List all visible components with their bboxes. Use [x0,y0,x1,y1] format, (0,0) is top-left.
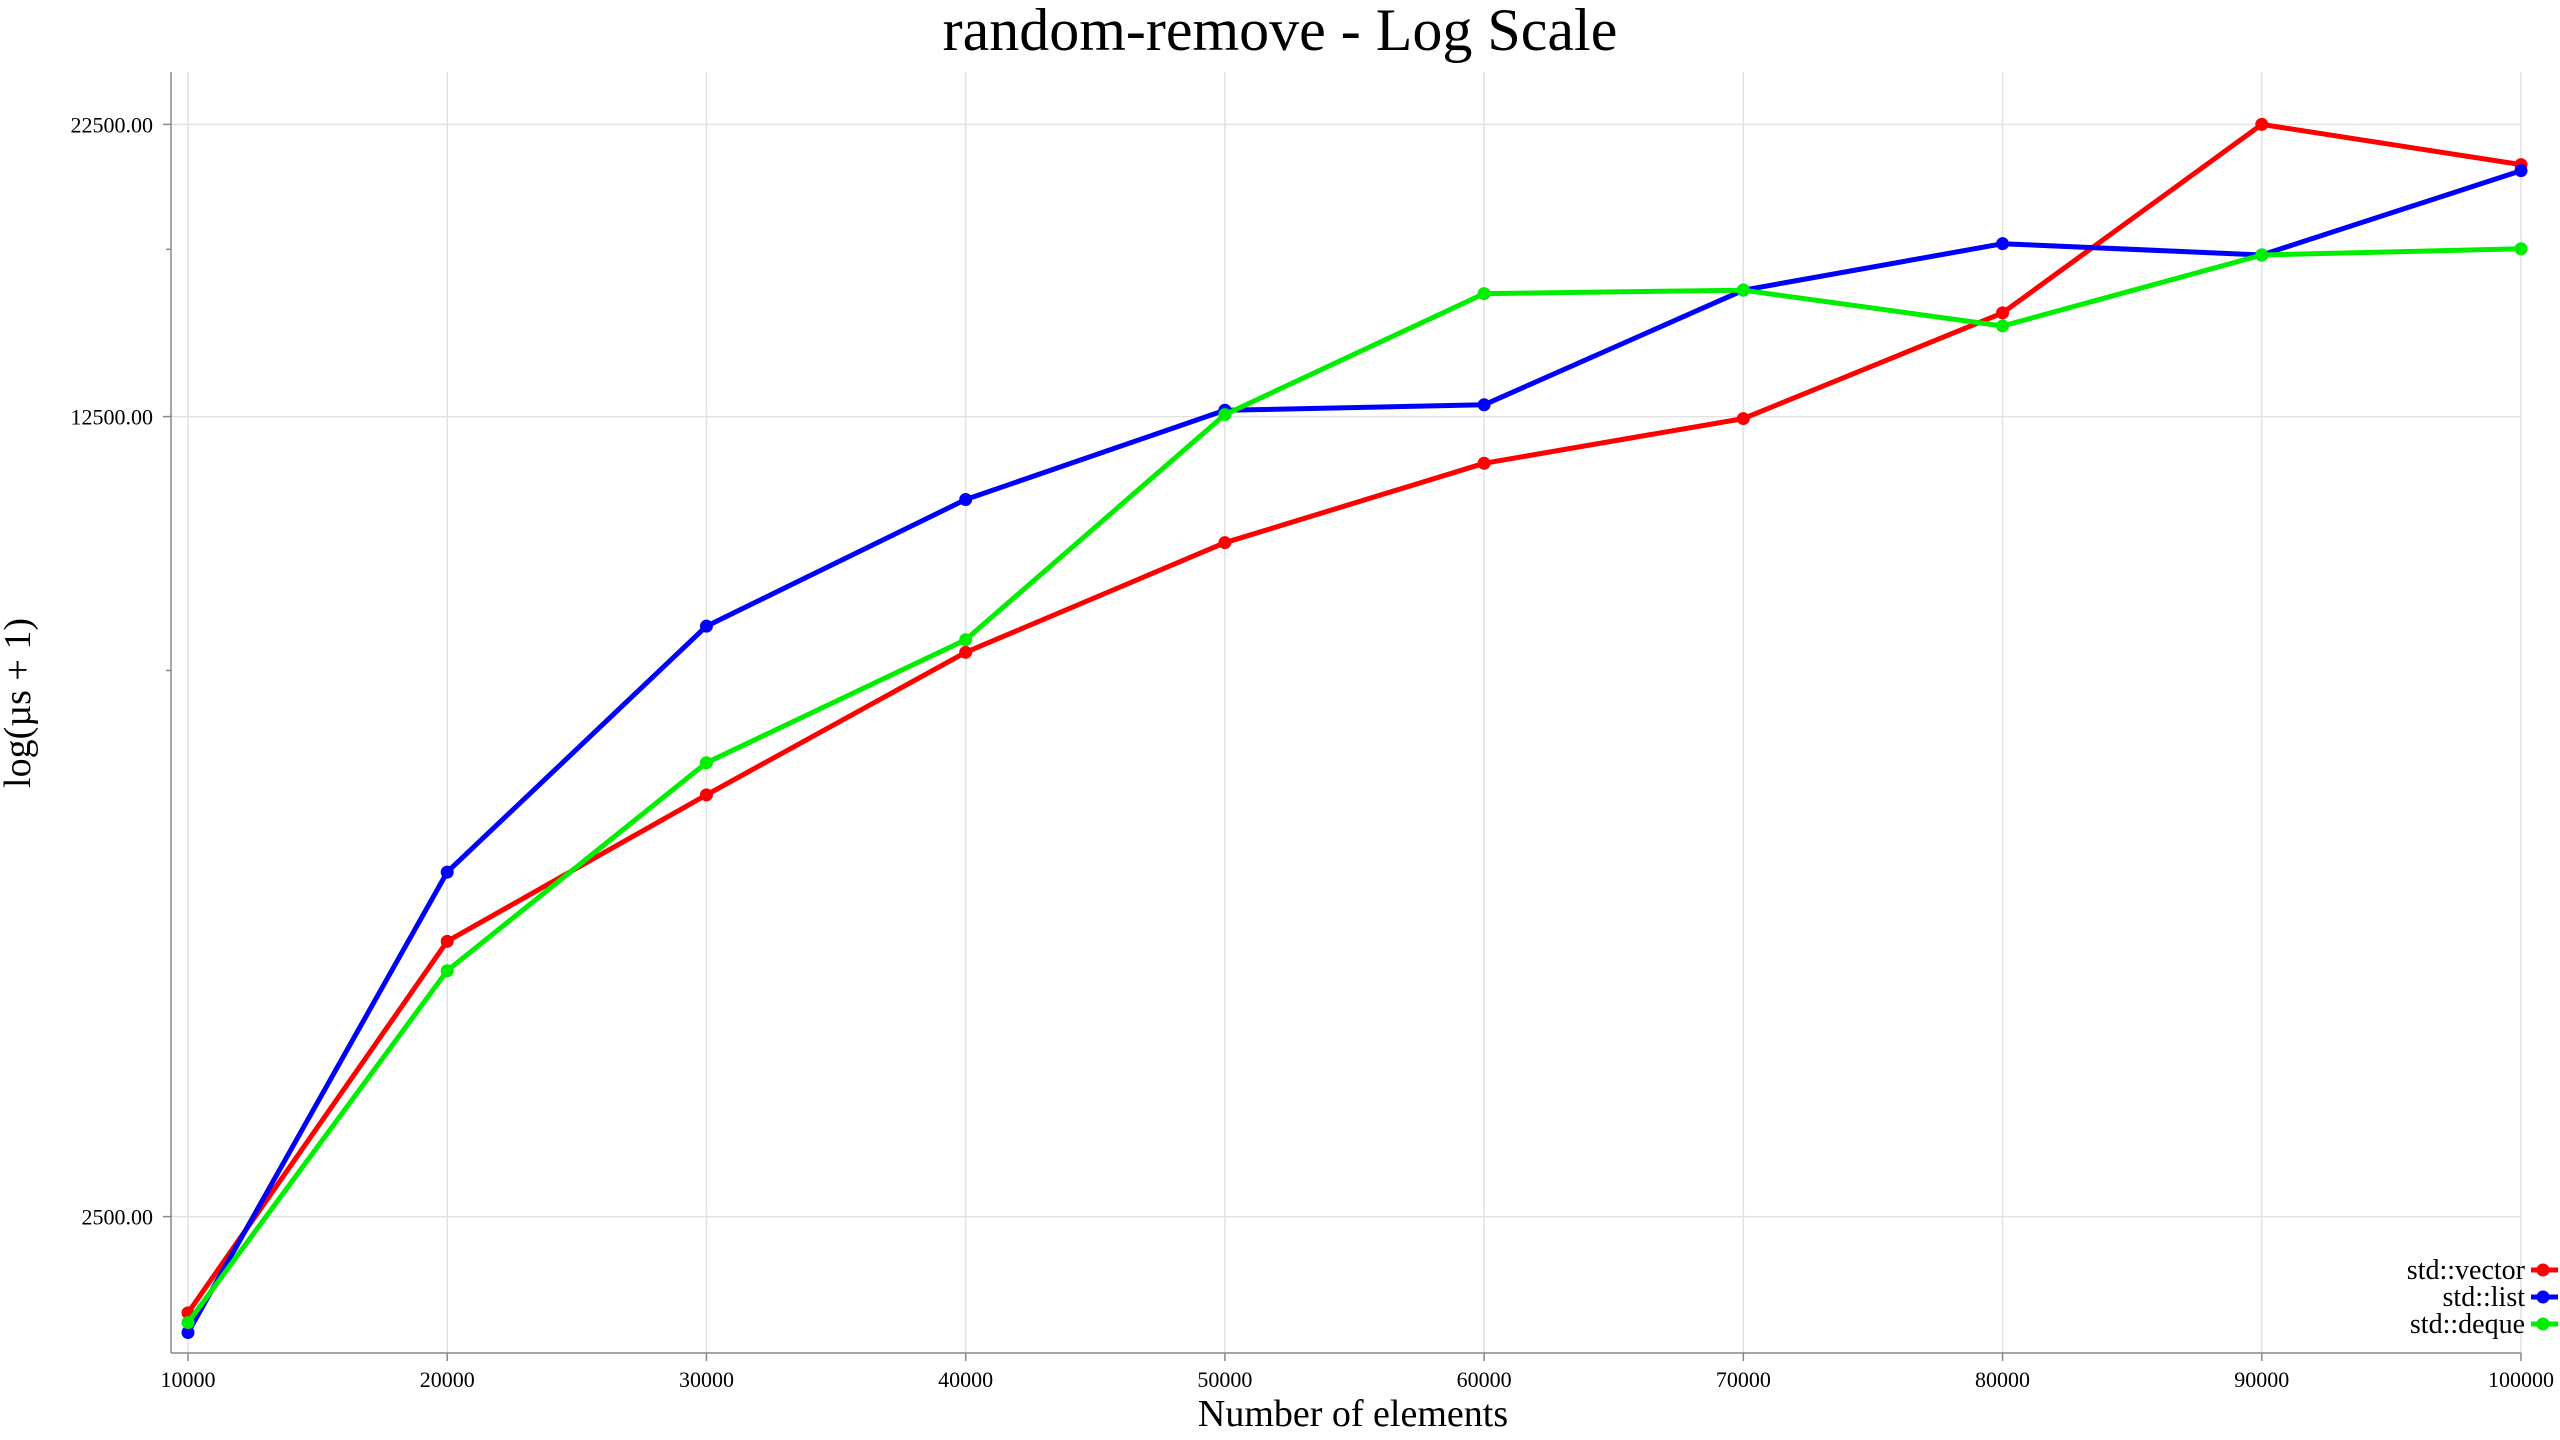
data-point [959,633,973,647]
data-point [1477,398,1491,412]
data-point [1477,287,1491,301]
tick-labels: 10000 20000 30000 40000 50000 60000 70000 80000… [71,112,2555,1392]
x-tick-label: 90000 [2234,1367,2289,1392]
legend-swatch-marker [2536,1263,2550,1277]
data-point [2514,242,2528,256]
legend-label: std::vector [2407,1255,2526,1286]
legend-entry: std::deque [2410,1309,2558,1340]
legend-swatch-marker [2536,1317,2550,1331]
data-point [1736,412,1750,426]
data-point [699,619,713,633]
x-tick-label: 70000 [1716,1367,1771,1392]
y-tick-label: 2500.00 [82,1205,154,1230]
data-point [440,964,454,978]
y-tick-label: 22500.00 [71,112,154,137]
chart-title: random-remove - Log Scale [943,0,1618,63]
data-point [181,1316,195,1330]
legend-label: std::list [2443,1282,2526,1313]
data-point [1218,536,1232,550]
data-point [2255,117,2269,131]
data-point [1996,319,2010,333]
x-tick-label: 40000 [938,1367,993,1392]
data-point [181,1326,195,1340]
series-line [185,121,2522,1315]
x-axis-label: Number of elements [1198,1393,1508,1435]
legend-entry: std::vector [2407,1255,2558,1286]
axes [163,72,2522,1361]
series-std--list [181,164,2528,1340]
data-point [440,934,454,948]
legend-entry: std::list [2443,1282,2558,1313]
legend-swatch-marker [2536,1290,2550,1304]
x-tick-label: 50000 [1197,1367,1252,1392]
data-point [1477,456,1491,470]
y-tick-label: 12500.00 [71,405,154,430]
data-point [1996,237,2010,251]
series-std--vector [181,117,2528,1320]
y-axis-label: log(µs + 1) [0,618,39,788]
data-point [699,788,713,802]
data-point [1218,408,1232,422]
data-point [1996,306,2010,320]
data-point [959,493,973,507]
x-tick-label: 30000 [679,1367,734,1392]
data-point [440,865,454,879]
x-tick-label: 100000 [2488,1367,2554,1392]
data-point [2514,164,2528,178]
x-tick-label: 20000 [420,1367,475,1392]
series-std--deque [181,242,2528,1330]
x-tick-label: 60000 [1457,1367,1512,1392]
x-tick-label: 10000 [161,1367,216,1392]
series-line [185,168,2522,1334]
series-line [185,246,2522,1325]
grid [171,72,2522,1353]
data-point [1736,283,1750,297]
data-point [959,645,973,659]
data-point [2255,248,2269,262]
series-lines [181,117,2528,1340]
legend-label: std::deque [2410,1309,2525,1340]
x-tick-label: 80000 [1975,1367,2030,1392]
data-point [699,756,713,770]
